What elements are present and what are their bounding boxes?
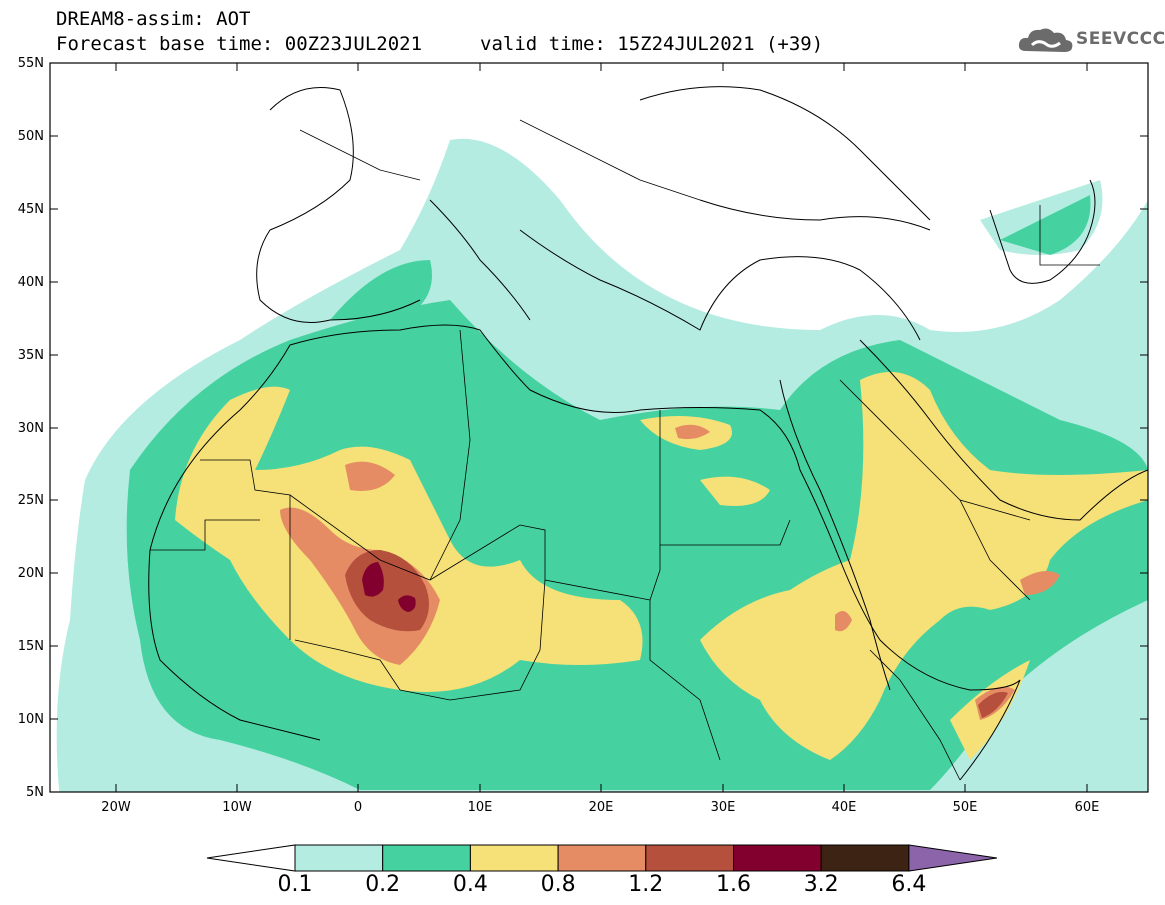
seevccc-logo: SEEVCCC (1018, 25, 1165, 55)
lat-label: 25N (17, 493, 44, 508)
colorbar-label: 0.2 (365, 872, 401, 897)
colorbar-cell (294, 844, 384, 872)
lat-label: 30N (17, 421, 44, 436)
colorbar-label: 6.4 (891, 872, 927, 897)
axis-ticks (50, 62, 1148, 792)
country-borders (150, 119, 1100, 781)
lon-label: 50E (952, 800, 978, 815)
aot-level-1.6 (362, 562, 416, 612)
lon-label: 30E (710, 800, 736, 815)
colorbar (206, 844, 997, 872)
lon-label: 0 (353, 800, 363, 815)
colorbar-cell (382, 844, 471, 872)
lon-label: 60E (1074, 800, 1100, 815)
logo-text: SEEVCCC (1076, 29, 1165, 49)
lat-label: 15N (17, 639, 44, 654)
colorbar-label: 1.2 (628, 872, 664, 897)
lat-label: 5N (26, 785, 44, 800)
lat-label: 45N (17, 202, 44, 217)
cloud-icon (1018, 28, 1073, 52)
colorbar-cell (908, 844, 997, 872)
lat-label: 55N (17, 56, 44, 71)
lat-label: 20N (17, 566, 44, 581)
colorbar-label: 1.6 (716, 872, 751, 897)
colorbar-label: 3.2 (803, 872, 839, 897)
colorbar-cell (733, 844, 822, 872)
colorbar-label: 0.4 (452, 872, 488, 897)
colorbar-cell (820, 844, 910, 872)
colorbar-label: 0.1 (277, 872, 313, 897)
valid-time: valid time: 15Z24JUL2021 (+39) (480, 33, 824, 55)
colorbar-label: 0.8 (540, 872, 576, 897)
lat-label: 10N (17, 712, 44, 727)
colorbar-cell (645, 844, 734, 872)
lon-label: 10W (222, 800, 252, 815)
coastlines (148, 86, 1148, 781)
lon-label: 20E (588, 800, 614, 815)
lat-label: 35N (17, 348, 44, 363)
colorbar-cell (557, 844, 647, 872)
lat-label: 40N (17, 275, 44, 290)
lon-label: 10E (467, 800, 493, 815)
lon-label: 20W (101, 800, 131, 815)
colorbar-cell (469, 844, 559, 872)
aot-fields (56, 138, 1148, 792)
aot-map (49, 62, 1149, 793)
map-title: DREAM8-assim: AOT (56, 8, 251, 30)
colorbar-cell (206, 844, 296, 872)
lon-label: 40E (831, 800, 857, 815)
forecast-base-time: Forecast base time: 00Z23JUL2021 (56, 33, 423, 55)
lat-label: 50N (17, 129, 44, 144)
